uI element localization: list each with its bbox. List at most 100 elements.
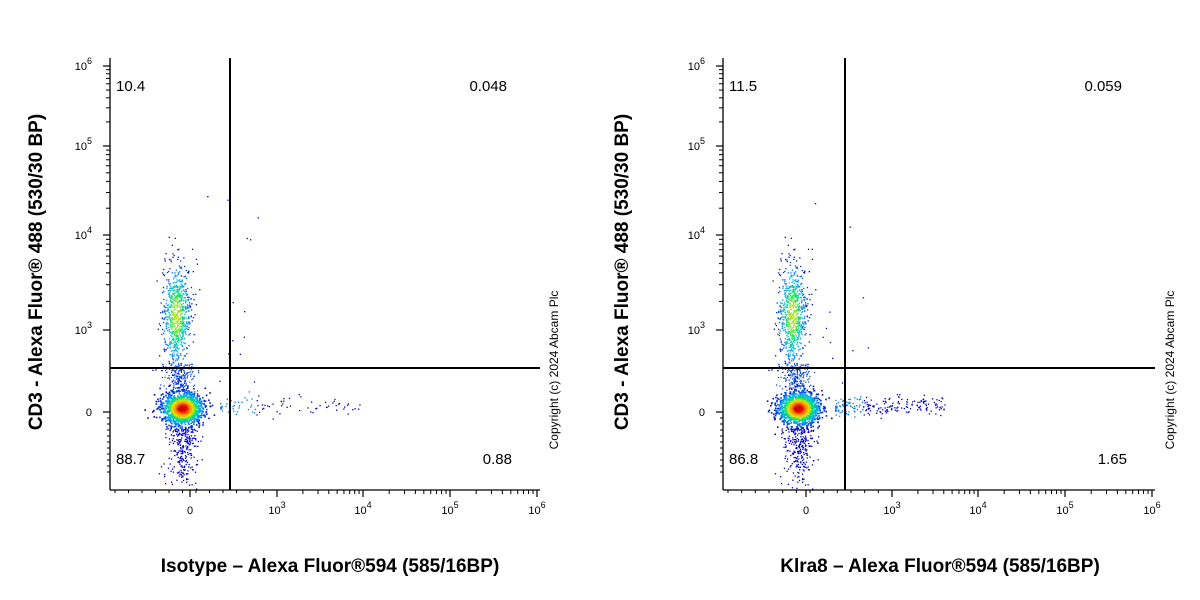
event-point bbox=[768, 369, 770, 371]
event-point bbox=[797, 461, 799, 463]
event-point bbox=[181, 294, 183, 296]
event-point bbox=[170, 333, 173, 335]
event-point bbox=[175, 338, 178, 340]
event-point bbox=[185, 419, 188, 421]
event-point bbox=[168, 391, 171, 394]
event-point bbox=[170, 376, 172, 379]
event-point bbox=[799, 419, 801, 422]
event-point bbox=[783, 423, 785, 426]
event-point bbox=[800, 457, 803, 459]
event-point bbox=[813, 404, 816, 407]
event-point bbox=[805, 305, 808, 308]
event-point bbox=[773, 328, 775, 330]
event-point bbox=[178, 432, 181, 435]
event-point bbox=[167, 319, 169, 321]
event-point bbox=[810, 426, 812, 429]
event-point bbox=[785, 306, 788, 308]
event-point bbox=[781, 399, 783, 402]
event-point bbox=[196, 488, 198, 490]
event-point bbox=[820, 399, 822, 402]
event-point bbox=[191, 415, 193, 418]
event-point bbox=[190, 435, 193, 437]
event-point bbox=[790, 443, 793, 445]
event-point bbox=[797, 481, 799, 483]
event-point bbox=[165, 327, 167, 329]
event-point bbox=[171, 289, 173, 291]
event-point bbox=[792, 398, 794, 400]
event-point bbox=[193, 411, 195, 414]
event-point bbox=[807, 431, 809, 433]
event-point bbox=[797, 440, 800, 442]
event-point bbox=[182, 445, 184, 447]
event-point bbox=[795, 406, 797, 408]
event-point bbox=[190, 428, 192, 430]
event-point bbox=[796, 448, 798, 450]
event-point bbox=[176, 288, 178, 291]
event-point bbox=[804, 444, 807, 446]
event-point bbox=[783, 417, 786, 419]
event-point bbox=[174, 329, 176, 331]
event-point bbox=[207, 196, 209, 198]
event-point bbox=[166, 419, 168, 422]
event-point bbox=[784, 343, 786, 345]
event-point bbox=[172, 468, 174, 470]
event-point bbox=[180, 370, 182, 372]
event-point bbox=[795, 325, 797, 328]
event-point bbox=[183, 299, 185, 301]
event-point bbox=[178, 299, 181, 302]
event-point bbox=[177, 338, 180, 340]
event-point bbox=[785, 405, 787, 407]
event-point bbox=[792, 331, 795, 333]
event-point bbox=[797, 403, 800, 405]
event-point bbox=[816, 400, 818, 402]
event-point bbox=[186, 411, 188, 413]
event-point bbox=[805, 421, 807, 424]
event-point bbox=[802, 304, 805, 306]
event-point bbox=[153, 416, 156, 418]
event-point bbox=[175, 422, 177, 424]
event-point bbox=[798, 402, 800, 404]
event-point bbox=[220, 403, 222, 405]
event-point bbox=[173, 314, 176, 316]
event-point bbox=[802, 401, 804, 404]
event-point bbox=[156, 280, 158, 282]
event-point bbox=[180, 453, 182, 455]
event-point bbox=[172, 391, 175, 393]
event-point bbox=[176, 313, 178, 315]
event-point bbox=[334, 398, 336, 401]
event-point bbox=[790, 412, 793, 414]
event-point bbox=[196, 412, 199, 414]
event-point bbox=[175, 337, 177, 339]
event-point bbox=[181, 339, 183, 341]
event-point bbox=[775, 396, 777, 399]
event-point bbox=[196, 393, 199, 395]
event-point bbox=[804, 393, 806, 396]
event-point bbox=[172, 417, 175, 420]
event-point bbox=[221, 405, 223, 407]
event-point bbox=[778, 365, 780, 368]
event-point bbox=[171, 294, 173, 296]
event-point bbox=[169, 405, 172, 407]
event-point bbox=[347, 413, 349, 415]
event-point bbox=[778, 405, 781, 407]
event-point bbox=[176, 414, 178, 417]
event-point bbox=[180, 298, 182, 300]
event-point bbox=[183, 375, 185, 377]
event-point bbox=[167, 467, 170, 469]
event-point bbox=[191, 379, 193, 381]
event-point bbox=[352, 409, 354, 411]
event-point bbox=[200, 402, 202, 404]
event-point bbox=[190, 453, 192, 455]
event-point bbox=[173, 396, 175, 399]
event-point bbox=[171, 354, 173, 356]
event-point bbox=[170, 409, 173, 411]
event-point bbox=[190, 410, 192, 412]
event-point bbox=[188, 299, 190, 301]
event-point bbox=[177, 365, 179, 367]
event-point bbox=[174, 286, 176, 288]
event-point bbox=[791, 338, 794, 340]
event-point bbox=[187, 272, 189, 274]
event-point bbox=[185, 414, 187, 416]
event-point bbox=[184, 283, 186, 285]
event-point bbox=[780, 341, 782, 344]
